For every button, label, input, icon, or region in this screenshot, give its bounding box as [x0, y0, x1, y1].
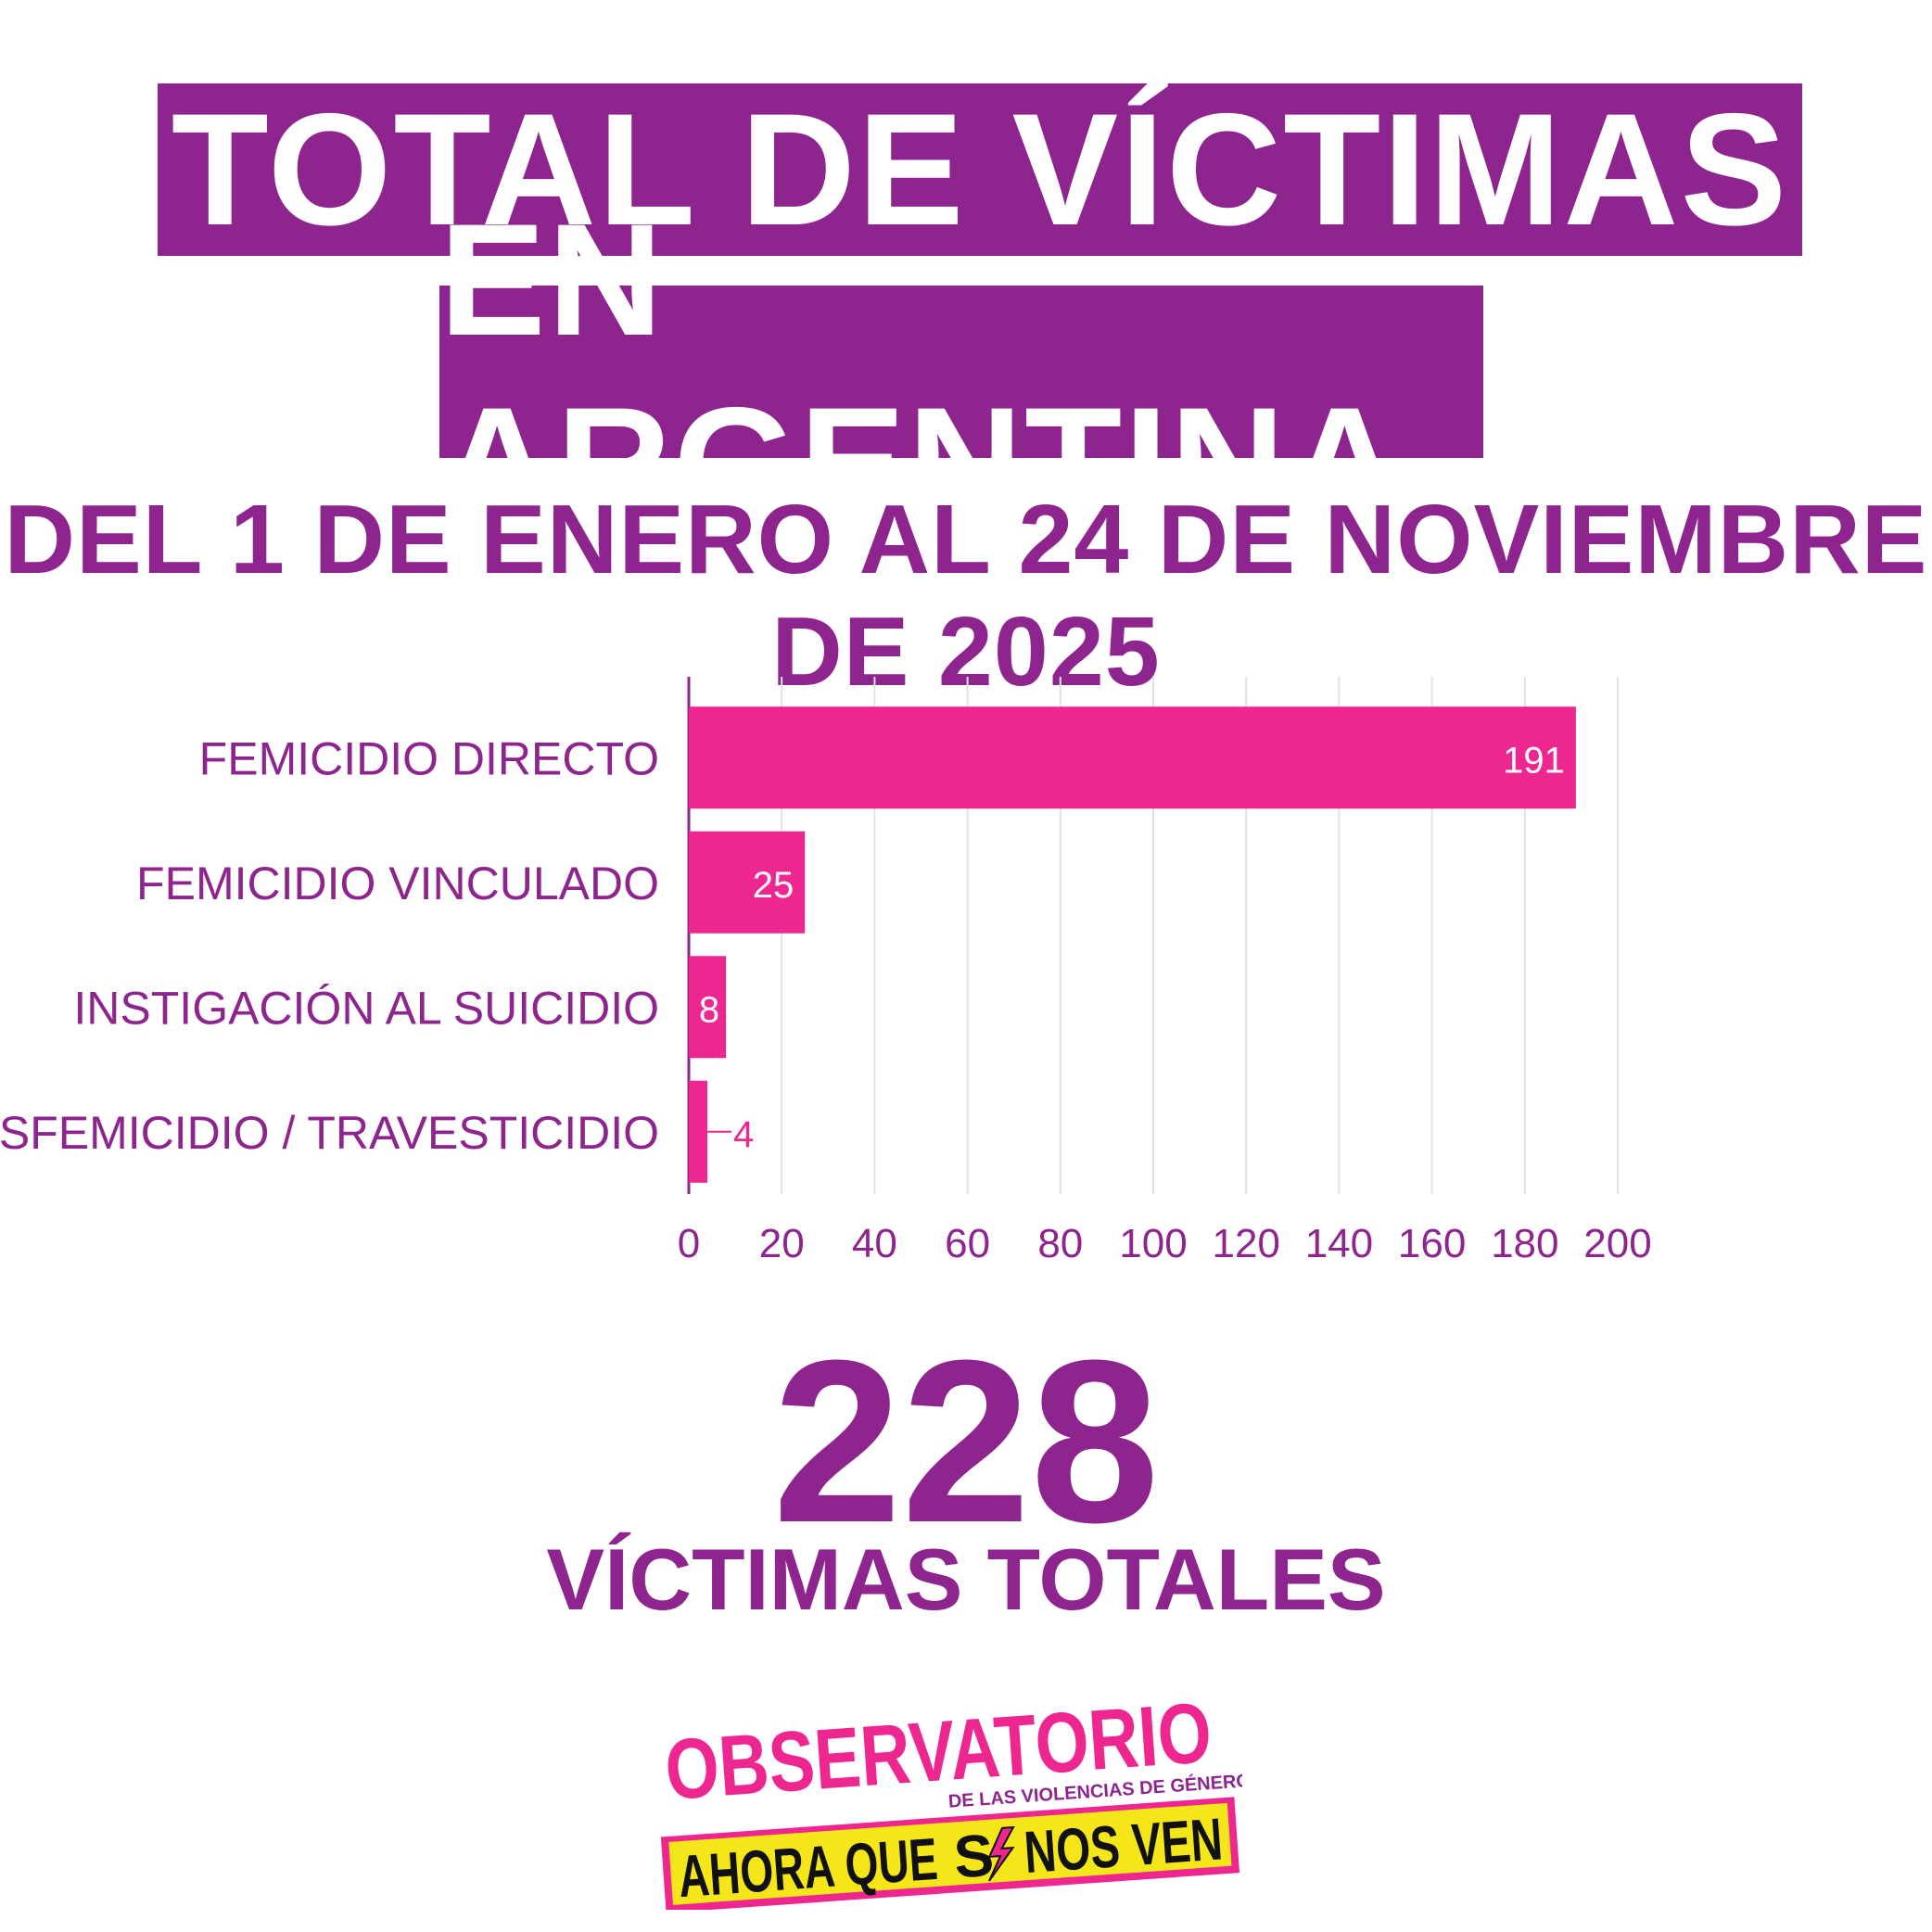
x-tick-label: 60	[945, 1221, 990, 1266]
page-title-line2: EN ARGENTINA	[439, 191, 1405, 553]
bar	[689, 831, 806, 934]
bar-value-label: 4	[733, 1114, 754, 1155]
lightning-icon	[987, 1825, 1015, 1882]
total-victims-number: 228	[772, 1312, 1160, 1570]
bar	[689, 956, 727, 1059]
bar	[689, 706, 1576, 809]
bar-value-label: 191	[1503, 740, 1565, 781]
page-subtitle: DEL 1 DE ENERO AL 24 DE NOVIEMBRE DE 202…	[4, 485, 1928, 706]
x-tick-label: 120	[1212, 1221, 1279, 1266]
x-tick-label: 40	[852, 1221, 897, 1266]
x-tick-label: 100	[1119, 1221, 1187, 1266]
category-label: TRANSFEMICIDIO / TRAVESTICIDIO	[0, 1107, 659, 1159]
x-tick-label: 0	[678, 1221, 700, 1266]
page-title-line1: TOTAL DE VÍCTIMAS	[171, 81, 1789, 259]
category-label: INSTIGACIÓN AL SUICIDIO	[73, 982, 659, 1034]
category-label: FEMICIDIO VINCULADO	[136, 858, 659, 909]
bar-value-label: 8	[699, 989, 719, 1030]
x-tick-label: 180	[1491, 1221, 1558, 1266]
logo-yellow-band-inner	[668, 1802, 1232, 1905]
x-tick-label: 200	[1583, 1221, 1651, 1266]
total-victims-label: VÍCTIMAS TOTALES	[546, 1531, 1386, 1628]
logo-nos-ven-text: NOS VEN	[1022, 1805, 1225, 1886]
title-banner-line2: EN ARGENTINA	[439, 191, 1483, 553]
x-tick-label: 140	[1305, 1221, 1373, 1266]
x-tick-label: 160	[1398, 1221, 1466, 1266]
category-label: FEMICIDIO DIRECTO	[199, 732, 659, 784]
x-tick-label: 80	[1037, 1221, 1083, 1266]
title-banner-line1: TOTAL DE VÍCTIMAS	[158, 81, 1802, 259]
bar-value-label: 25	[753, 865, 794, 906]
x-tick-label: 20	[759, 1221, 805, 1266]
logo-s-text: S	[952, 1822, 997, 1891]
observatorio-logo: OBSERVATORIO DE LAS VIOLENCIAS DE GÉNERO…	[660, 1685, 1242, 1910]
bar	[689, 1080, 708, 1183]
victims-bar-chart: 0 20 40 60 80 100 120 140 160 180 200 FEMICIDIO DIR…	[0, 677, 1652, 1266]
